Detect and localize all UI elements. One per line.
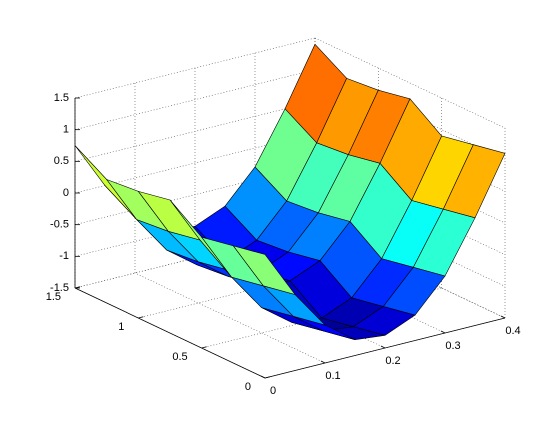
y-tick-label: 0 <box>245 381 251 393</box>
y-tick <box>264 376 271 379</box>
z-tick-label: 1 <box>63 124 69 136</box>
x-tick-label: 0.1 <box>325 370 340 382</box>
z-tick-label: -0.5 <box>50 219 69 231</box>
z-tick-label: 1.5 <box>54 92 69 104</box>
x-tick-label: 0.3 <box>445 340 460 352</box>
y-tick <box>138 316 144 319</box>
grid-line <box>74 69 316 130</box>
x-tick-label: 0 <box>270 385 276 397</box>
y-tick-label: 1.5 <box>46 291 61 303</box>
x-tick <box>320 360 326 364</box>
x-tick-label: 0.2 <box>385 355 400 367</box>
surface-patch <box>232 245 296 296</box>
z-tick-label: 0 <box>63 187 69 199</box>
x-tick <box>440 330 446 334</box>
grid-line <box>314 37 506 129</box>
grid-line <box>74 132 316 194</box>
x-tick-label: 0.4 <box>505 325 520 337</box>
z-tick-label: 0.5 <box>54 155 69 167</box>
y-axis <box>74 287 266 379</box>
y-tick-label: 0.5 <box>172 351 187 363</box>
z-tick-label: -1 <box>59 250 69 262</box>
z-tick-label: -1.5 <box>50 282 69 294</box>
y-tick <box>74 286 81 289</box>
y-tick <box>201 346 207 349</box>
x-tick <box>500 315 506 319</box>
x-tick <box>260 375 266 379</box>
surface-patch <box>74 145 137 220</box>
grid-line <box>134 272 326 364</box>
y-tick-label: 1 <box>118 321 124 333</box>
x-tick <box>380 345 386 349</box>
